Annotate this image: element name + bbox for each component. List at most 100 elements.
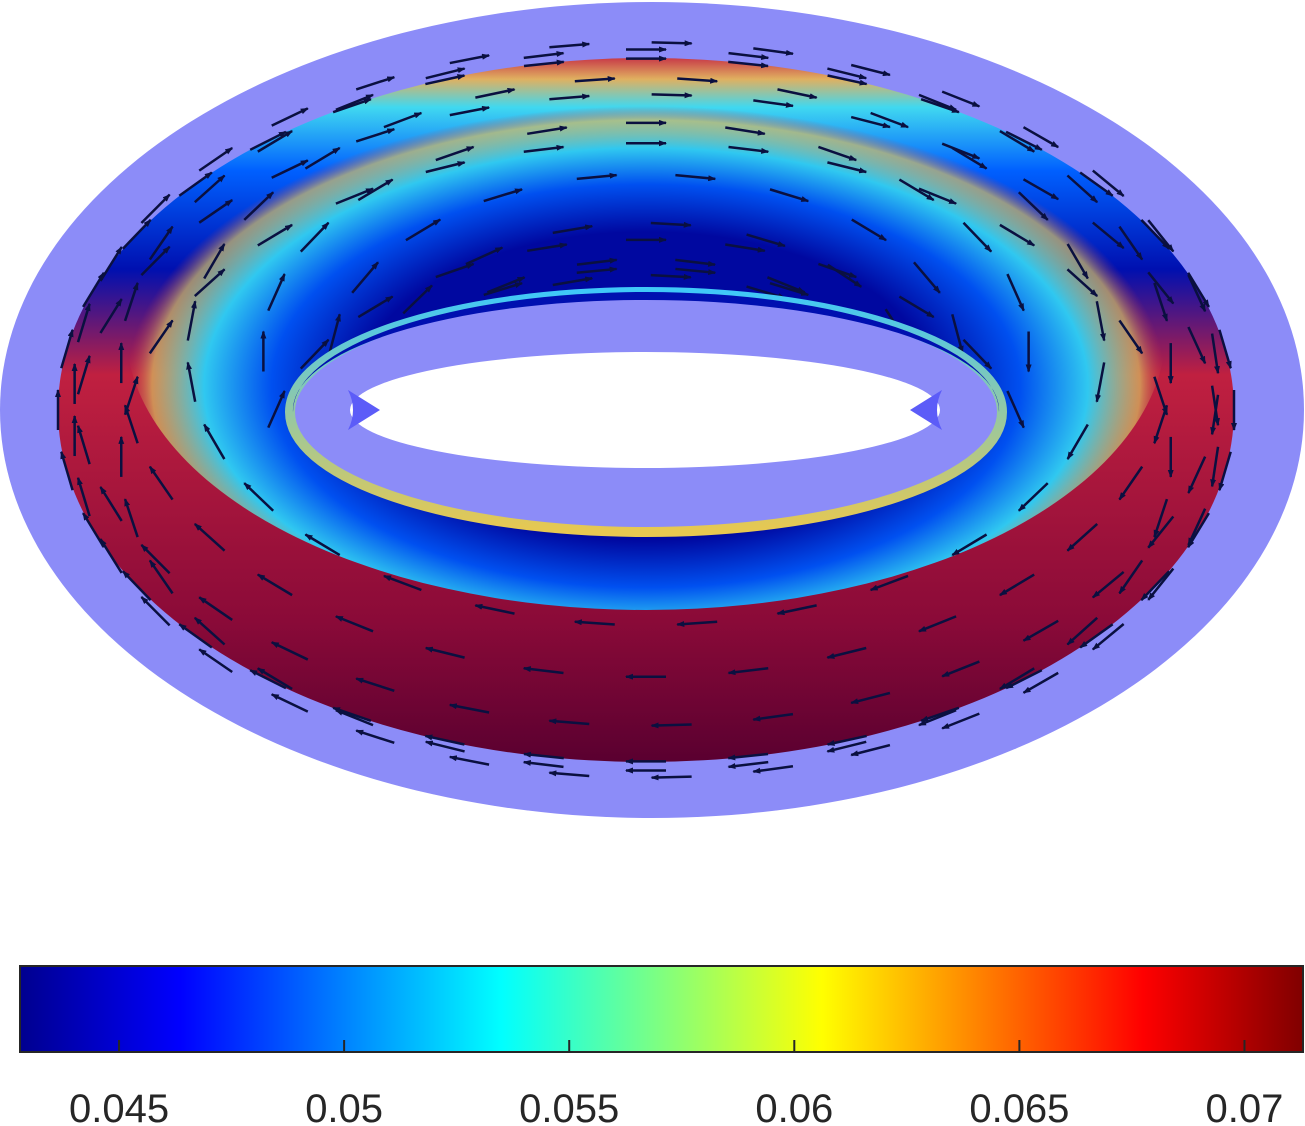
arrow	[962, 221, 993, 253]
arrow	[728, 145, 770, 154]
arrow	[725, 126, 766, 136]
arrow	[522, 759, 564, 769]
arrow	[257, 223, 293, 247]
arrow	[1153, 498, 1169, 539]
arrow	[746, 233, 786, 248]
arrow	[1210, 446, 1220, 488]
arrow	[1022, 126, 1060, 149]
arrow	[851, 218, 887, 242]
arrow	[140, 544, 171, 575]
arrow	[99, 298, 123, 334]
arrow	[552, 276, 594, 287]
arrow	[140, 245, 171, 276]
arrow	[448, 755, 490, 766]
arrow	[271, 159, 309, 179]
arrow	[256, 667, 293, 691]
arrow	[383, 111, 423, 129]
colorbar-body	[19, 965, 1304, 1053]
arrow	[355, 729, 395, 745]
arrow	[383, 574, 422, 592]
arrow	[941, 90, 981, 108]
arrow	[576, 257, 618, 266]
arrow	[576, 172, 618, 181]
arrow	[1022, 619, 1059, 642]
arrow	[523, 59, 565, 68]
arrow	[898, 178, 935, 202]
arrow	[918, 709, 957, 727]
arrow	[355, 677, 395, 692]
arrow	[898, 295, 935, 319]
arrow	[449, 105, 491, 117]
arrow	[850, 115, 891, 129]
arrow	[576, 266, 618, 274]
arrow	[912, 261, 941, 294]
arrow	[186, 300, 197, 341]
arrow	[527, 125, 568, 136]
arrow	[850, 691, 891, 705]
arrow	[424, 740, 465, 753]
arrow	[1210, 385, 1220, 427]
arrow	[850, 63, 891, 77]
colorbar: 0.045 0.05 0.055 0.06 0.065 0.07	[19, 965, 1304, 1126]
arrow	[475, 87, 516, 99]
arrow	[818, 262, 858, 279]
arrow	[486, 276, 526, 294]
arrow	[193, 523, 226, 552]
arrow	[548, 718, 590, 726]
arrow	[651, 40, 693, 47]
arrow	[752, 712, 794, 722]
arrow	[198, 146, 234, 172]
arrow	[1147, 271, 1175, 305]
arrow	[335, 187, 374, 205]
arrow	[918, 187, 958, 205]
arrow	[1092, 570, 1125, 599]
arrow	[270, 693, 309, 713]
arrow	[1147, 515, 1175, 549]
arrow	[826, 740, 867, 753]
arrow	[1210, 394, 1220, 436]
arrow	[123, 498, 139, 538]
arrow	[203, 243, 226, 280]
arrow	[351, 261, 380, 294]
arrow	[651, 92, 693, 99]
arrow	[193, 268, 226, 297]
arrow	[827, 74, 868, 86]
arrow	[60, 328, 74, 369]
arrow	[951, 313, 964, 354]
arrow	[1066, 423, 1089, 460]
arrow	[1066, 243, 1089, 280]
arrow	[870, 111, 909, 129]
arrow	[1210, 333, 1220, 375]
arrow	[1187, 274, 1207, 313]
arrow	[243, 191, 275, 221]
arrow	[148, 559, 174, 595]
arrow	[675, 173, 717, 182]
arrow	[122, 219, 152, 250]
arrow	[728, 51, 770, 61]
arrow	[827, 161, 868, 174]
arrow	[304, 533, 341, 557]
arrow	[826, 646, 867, 659]
arrow	[1118, 225, 1144, 261]
arrow	[650, 273, 692, 280]
arrow	[766, 276, 806, 294]
arrow	[405, 218, 442, 242]
arrow	[850, 743, 891, 757]
arrow	[249, 669, 287, 690]
arrow	[334, 709, 374, 727]
arrow	[523, 144, 565, 153]
arrow	[951, 146, 988, 170]
arrow	[402, 284, 433, 315]
arrow	[727, 760, 769, 770]
arrow	[728, 60, 769, 69]
arrow	[1153, 376, 1169, 416]
arrow	[328, 313, 341, 354]
arrow	[425, 161, 466, 174]
arrow	[1187, 508, 1207, 546]
arrow	[1092, 623, 1125, 651]
arrow	[918, 615, 957, 633]
arrow	[465, 246, 504, 266]
arrow	[1066, 174, 1099, 204]
arrow	[675, 258, 717, 267]
arrow	[650, 722, 692, 729]
